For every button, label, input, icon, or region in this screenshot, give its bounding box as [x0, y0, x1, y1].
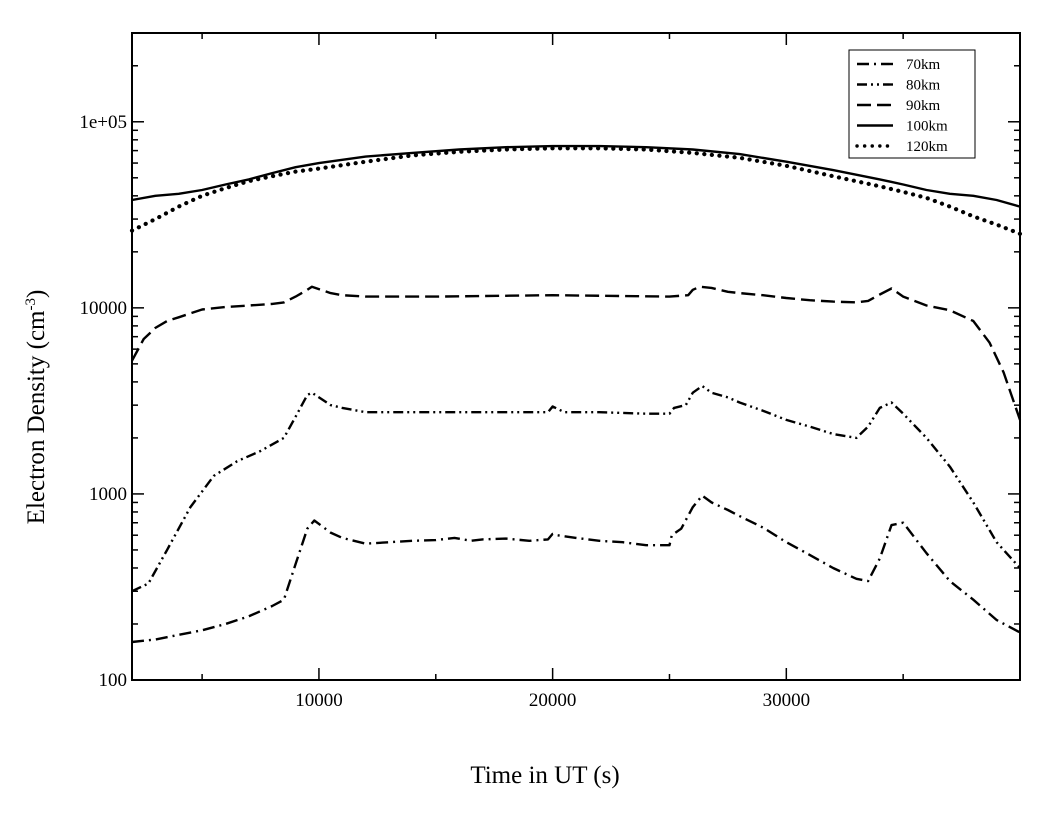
series-line-100km: [131, 144, 1021, 208]
x-tick-label: 20000: [529, 690, 577, 711]
series-line-90km: [130, 285, 1022, 421]
x-axis-title: Time in UT (s): [470, 762, 619, 789]
y-tick-label: 10000: [80, 298, 128, 319]
legend-label-80km: 80km: [906, 78, 941, 94]
series-line-80km: [131, 384, 1021, 593]
y-tick-label: 1000: [89, 484, 127, 505]
x-tick-label: 10000: [295, 690, 343, 711]
y-tick-label: 100: [99, 670, 128, 691]
series-layer: [129, 144, 1023, 644]
y-axis-title: Electron Density (cm-3): [23, 290, 50, 525]
legend: 70km 80km 90km 100km 120km: [848, 49, 976, 159]
y-axis-title-sup: -3: [23, 298, 39, 311]
plot-frame: [131, 32, 1021, 681]
legend-label-70km: 70km: [906, 57, 941, 73]
y-axis-title-main: Electron Density (cm: [23, 310, 50, 524]
legend-label-120km: 120km: [906, 139, 948, 155]
legend-label-100km: 100km: [906, 119, 948, 135]
legend-label-90km: 90km: [906, 98, 941, 114]
x-tick-label: 30000: [763, 690, 811, 711]
tick-layer: 10000 20000 30000 100 1000 10000 1e+05: [79, 33, 1020, 711]
series-line-120km: [129, 146, 1023, 236]
y-tick-label: 1e+05: [79, 112, 127, 133]
y-axis-title-close: ): [23, 290, 50, 298]
series-line-70km: [131, 494, 1021, 644]
